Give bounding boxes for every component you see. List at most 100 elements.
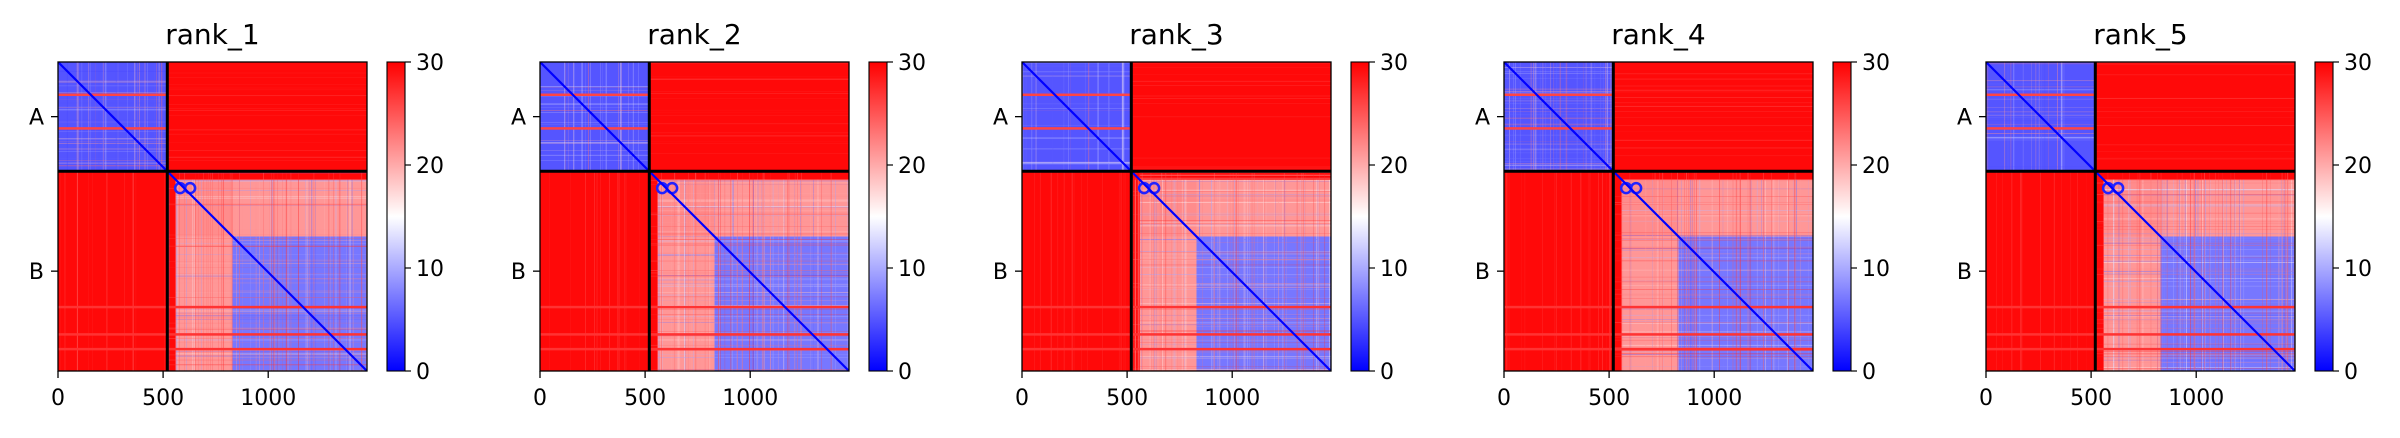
heatmap-stripe (570, 171, 571, 371)
colorbar-frame (1350, 61, 1370, 372)
heatmap-stripe (1986, 111, 2096, 113)
colorbar-tick-label: 30 (898, 51, 926, 76)
heatmap-stripe (1613, 356, 1813, 358)
heatmap-stripe (2103, 316, 2295, 318)
heatmap-stripe (1613, 97, 1813, 98)
heatmap-diagonal (540, 62, 849, 371)
heatmap-stripe (1621, 269, 1813, 271)
heatmap-stripe (328, 171, 330, 371)
heatmap-line (1986, 305, 2295, 309)
heatmap-stripe (1025, 62, 1027, 172)
heatmap-stripe (1580, 171, 1582, 371)
heatmap-stripe (1504, 165, 1614, 167)
heatmap-stripe (2103, 189, 2295, 191)
heatmap-stripe (1621, 314, 1813, 316)
heatmap-stripe (687, 171, 689, 371)
heatmap-stripe (657, 215, 849, 217)
heatmap-stripe (1613, 105, 1813, 107)
heatmap-stripe (1621, 235, 1813, 236)
heatmap-stripe (2095, 194, 2295, 195)
heatmap-stripe (1159, 179, 1161, 371)
heatmap-stripe (2157, 171, 2158, 371)
heatmap-stripe (1131, 177, 1331, 179)
colorbar-tick-label: 0 (898, 360, 912, 385)
heatmap-stripe (1329, 179, 1330, 371)
heatmap-stripe (2226, 179, 2227, 371)
heatmap-stripe (2128, 179, 2129, 371)
heatmap-line (1986, 347, 2295, 351)
heatmap-stripe (1131, 251, 1331, 253)
heatmap-diagonal (58, 62, 367, 371)
heatmap-stripe (1317, 179, 1319, 371)
heatmap-stripe (1282, 179, 1284, 371)
heatmap-stripe (201, 179, 202, 371)
heatmap-stripe (2011, 171, 2013, 371)
heatmap-stripe (193, 179, 195, 371)
heatmap-stripe (58, 92, 168, 94)
heatmap-stripe (339, 171, 341, 371)
panel-rank_5: rank_5 A B 0 500 1000 0 10 20 30 (1957, 18, 2372, 411)
heatmap-stripe (1533, 62, 1534, 172)
heatmap-stripe (115, 62, 117, 172)
heatmap-stripe (2284, 171, 2286, 371)
heatmap-stripe (285, 171, 287, 371)
heatmap-stripe (688, 179, 690, 371)
heatmap-stripe (2103, 356, 2295, 358)
heatmap-stripe (2095, 244, 2295, 246)
y-tick-label: B (1957, 260, 1972, 285)
heatmap-stripe (657, 182, 849, 184)
heatmap-stripe (1613, 102, 1813, 104)
heatmap-line (1022, 305, 1331, 309)
heatmap-line (540, 347, 849, 351)
heatmap-stripe (1590, 62, 1592, 172)
heatmap-stripe (1613, 204, 1813, 205)
heatmap-stripe (2103, 189, 2295, 191)
x-tick-label: 1000 (1204, 386, 1260, 411)
heatmap-stripe (176, 179, 178, 371)
heatmap-stripe (2209, 179, 2211, 371)
heatmap-stripe (1131, 191, 1331, 192)
heatmap-stripe (1504, 143, 1614, 145)
heatmap-stripe (1613, 78, 1813, 80)
heatmap-stripe (1135, 171, 1137, 371)
heatmap-stripe (657, 201, 849, 203)
heatmap-stripe (1986, 166, 2096, 168)
heatmap-stripe (683, 179, 685, 371)
heatmap-stripe (657, 369, 849, 370)
heatmap-stripe (1139, 201, 1331, 204)
heatmap-stripe (730, 179, 732, 371)
heatmap-stripe (167, 245, 367, 247)
heatmap-stripe (167, 354, 367, 356)
heatmap-stripe (186, 179, 187, 371)
heatmap-stripe (2223, 179, 2224, 371)
heatmap-stripe (1504, 163, 1614, 165)
colorbar (1351, 62, 1369, 371)
heatmap-stripe (1570, 171, 1572, 371)
heatmap-stripe (2095, 144, 2295, 146)
heatmap-stripe (1621, 308, 1813, 310)
heatmap-stripe (678, 179, 680, 371)
heatmap-stripe (573, 62, 575, 172)
x-tick-label: 500 (624, 386, 666, 411)
heatmap-stripe (657, 210, 849, 212)
heatmap-stripe (1022, 162, 1132, 164)
heatmap-stripe (58, 106, 168, 108)
heatmap-stripe (58, 165, 168, 167)
heatmap-stripe (2230, 171, 2232, 371)
heatmap-stripe (1504, 91, 1614, 92)
heatmap-line (1022, 127, 1132, 130)
chart-title: rank_2 (647, 18, 741, 51)
heatmap-stripe (1719, 171, 1720, 371)
heatmap-line (1022, 347, 1331, 351)
heatmap-stripe (1022, 103, 1132, 105)
heatmap-stripe (351, 179, 353, 371)
heatmap-stripe (2185, 179, 2187, 371)
heatmap-stripe (657, 263, 849, 265)
heatmap-stripe (1263, 179, 1265, 371)
heatmap-stripe (1681, 179, 1683, 371)
colorbar-tick-label: 0 (416, 360, 430, 385)
heatmap-stripe (1519, 62, 1521, 172)
heatmap-stripe (661, 171, 662, 371)
x-tick-label: 1000 (240, 386, 296, 411)
heatmap-stripe (1177, 171, 1179, 371)
